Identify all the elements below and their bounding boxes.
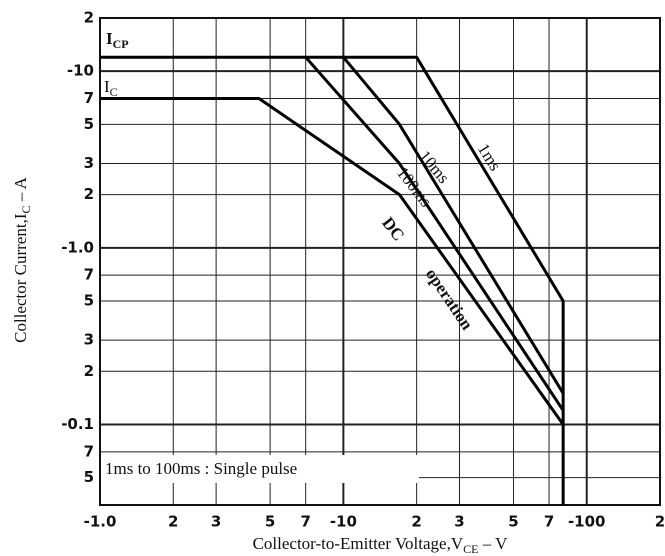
y-tick-label: 7 xyxy=(84,89,94,107)
curve xyxy=(100,55,565,505)
x-axis-title-main: Collector-to-Emitter Voltage,V xyxy=(253,534,464,553)
curve-label: DC xyxy=(378,213,408,244)
ic-label: IC xyxy=(104,77,118,99)
ic-label-sub: C xyxy=(110,85,118,99)
x-axis-title-sub: CE xyxy=(463,542,478,556)
y-tick-label: 3 xyxy=(84,331,94,349)
plot-frame xyxy=(99,17,661,506)
x-axis-title-tail: – V xyxy=(478,534,508,553)
x-tick-label: 7 xyxy=(300,513,310,531)
y-axis-title: Collector Current,IC – A xyxy=(11,176,33,342)
curve xyxy=(304,56,565,412)
note: 1ms to 100ms : Single pulse xyxy=(105,459,297,478)
y-axis-title-tail: – A xyxy=(11,176,30,205)
y-tick-label: 5 xyxy=(84,468,94,486)
x-tick-label: 3 xyxy=(211,513,221,531)
y-tick-label: 7 xyxy=(84,266,94,284)
curve-label: 1ms xyxy=(474,140,505,174)
note-box xyxy=(101,455,419,483)
y-axis-title-main: Collector Current,I xyxy=(11,213,30,343)
y-tick-label: 2 xyxy=(84,185,94,203)
curve xyxy=(342,56,565,395)
y-tick-label: 5 xyxy=(84,115,94,133)
y-tick-label: 5 xyxy=(84,291,94,309)
y-axis-title-sub: C xyxy=(19,205,33,213)
y-tick-label: -0.1 xyxy=(61,415,94,433)
y-tick-label: 2 xyxy=(84,362,94,380)
y-tick-label: 7 xyxy=(84,442,94,460)
y-tick-label: 2 xyxy=(84,9,94,27)
curve xyxy=(100,97,565,426)
x-tick-label: 5 xyxy=(508,513,518,531)
x-tick-label: 5 xyxy=(265,513,275,531)
x-tick-label: -100 xyxy=(568,513,606,531)
x-tick-label: 7 xyxy=(544,513,554,531)
y-tick-label: -1.0 xyxy=(61,238,94,256)
y-tick-label: 3 xyxy=(84,154,94,172)
x-tick-label: 2 xyxy=(168,513,178,531)
y-tick-label: -10 xyxy=(67,62,94,80)
x-tick-label: 2 xyxy=(411,513,421,531)
x-axis-title: Collector-to-Emitter Voltage,VCE – V xyxy=(253,534,509,556)
icp-label-main: I xyxy=(106,29,113,48)
icp-label-sub: CP xyxy=(113,37,129,51)
x-tick-label: -1.0 xyxy=(84,513,117,531)
x-tick-label: 2 xyxy=(655,513,665,531)
x-tick-label: 3 xyxy=(454,513,464,531)
icp-label: ICP xyxy=(106,29,129,51)
x-tick-label: -10 xyxy=(330,513,357,531)
ic-label-main: I xyxy=(104,77,110,96)
